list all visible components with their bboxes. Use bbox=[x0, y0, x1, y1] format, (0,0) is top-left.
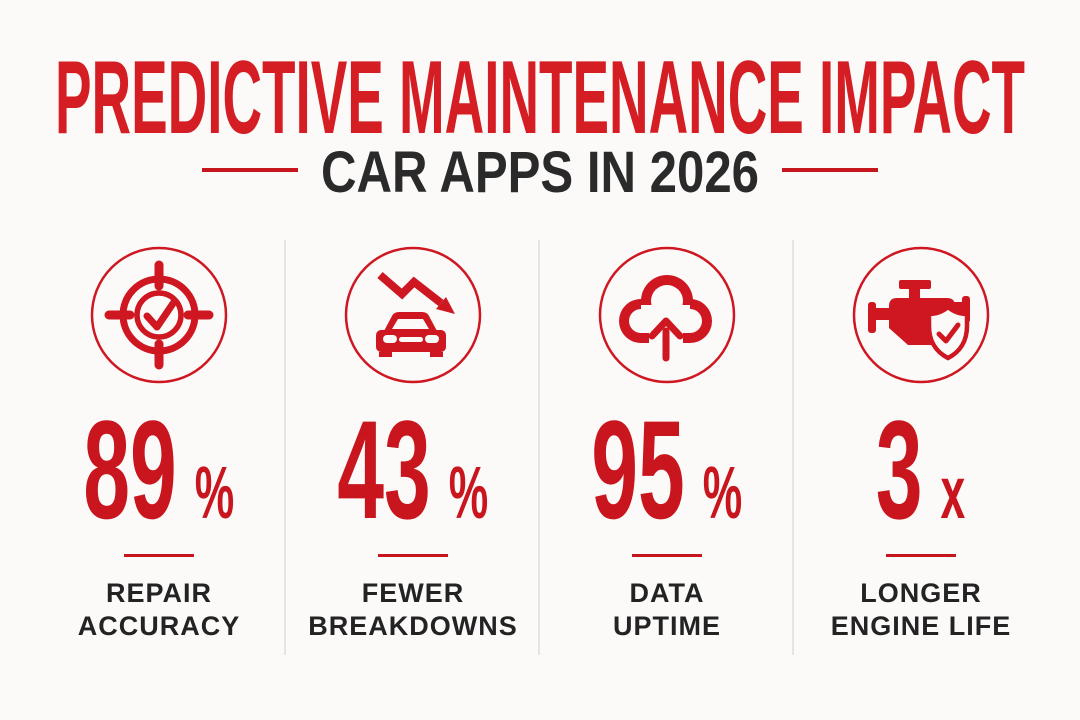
stat-underline bbox=[632, 554, 702, 557]
stat-underline bbox=[886, 554, 956, 557]
up-arrow bbox=[648, 317, 684, 362]
stat-suffix: % bbox=[702, 451, 743, 534]
engine-shield-icon bbox=[852, 246, 990, 384]
stat-label-line2: BREAKDOWNS bbox=[308, 611, 518, 641]
stat-label-line1: REPAIR bbox=[105, 578, 212, 608]
stats-row: 89% REPAIR ACCURACY bbox=[32, 245, 1048, 643]
grille bbox=[399, 337, 423, 342]
stat-suffix: x bbox=[941, 451, 966, 534]
column-divider bbox=[284, 240, 286, 655]
stat-underline bbox=[124, 554, 194, 557]
arrowhead bbox=[436, 297, 455, 314]
stat-value: 95% bbox=[540, 400, 794, 540]
stat-label: FEWER BREAKDOWNS bbox=[286, 577, 540, 643]
page-title: PREDICTIVE MAINTENANCE IMPACT bbox=[55, 40, 1025, 156]
stat-label-line2: ACCURACY bbox=[77, 611, 241, 641]
subtitle-left-dash bbox=[202, 168, 298, 172]
headlight bbox=[425, 335, 439, 343]
stat-label-line1: FEWER bbox=[361, 578, 465, 608]
stat-label: LONGER ENGINE LIFE bbox=[794, 577, 1048, 643]
stat-suffix: % bbox=[448, 451, 489, 534]
windshield bbox=[392, 319, 429, 329]
column-divider bbox=[792, 240, 794, 655]
column-divider bbox=[538, 240, 540, 655]
car-decline-icon bbox=[344, 246, 482, 384]
stat-number: 95 bbox=[591, 391, 685, 548]
stat-number: 43 bbox=[337, 391, 431, 548]
stat-suffix: % bbox=[194, 451, 235, 534]
stat-number: 3 bbox=[876, 391, 924, 548]
icon-ring bbox=[598, 246, 736, 384]
cloud-upload-icon bbox=[598, 246, 736, 384]
header: PREDICTIVE MAINTENANCE IMPACT CAR APPS I… bbox=[55, 40, 1025, 205]
checkmark bbox=[143, 298, 178, 331]
headlight bbox=[383, 335, 397, 343]
shield-checkmark bbox=[936, 322, 961, 344]
shield bbox=[926, 304, 970, 361]
stat-column-repair-accuracy: 89% REPAIR ACCURACY bbox=[32, 245, 286, 643]
subtitle-right-dash bbox=[782, 168, 878, 172]
page-subtitle: CAR APPS IN 2026 bbox=[321, 140, 759, 205]
icon-ring bbox=[852, 246, 990, 384]
car-shape bbox=[376, 312, 446, 357]
stat-label-line2: ENGINE LIFE bbox=[830, 611, 1012, 641]
stat-label-line1: LONGER bbox=[860, 578, 982, 608]
stat-label: REPAIR ACCURACY bbox=[32, 577, 286, 643]
stat-value: 89% bbox=[32, 400, 286, 540]
stat-column-data-uptime: 95% DATA UPTIME bbox=[540, 245, 794, 643]
stat-label: DATA UPTIME bbox=[540, 577, 794, 643]
stat-label-line1: DATA bbox=[629, 578, 705, 608]
stat-column-fewer-breakdowns: 43% FEWER BREAKDOWNS bbox=[286, 245, 540, 643]
stat-label-line2: UPTIME bbox=[612, 611, 721, 641]
decline-arrow bbox=[377, 271, 444, 307]
stat-value: 43% bbox=[286, 400, 540, 540]
stat-underline bbox=[378, 554, 448, 557]
icon-ring bbox=[90, 246, 228, 384]
stat-number: 89 bbox=[83, 391, 177, 548]
icon-ring bbox=[344, 246, 482, 384]
crosshair-ticks bbox=[104, 260, 214, 370]
target-check-icon bbox=[90, 246, 228, 384]
